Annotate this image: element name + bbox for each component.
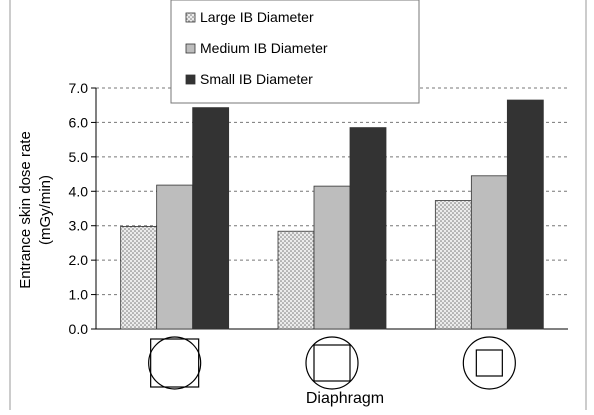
- legend-swatch: [185, 74, 196, 85]
- x-axis-title: Diaphragm: [306, 390, 384, 407]
- y-tick-label: 3.0: [69, 218, 89, 234]
- legend-swatch: [185, 12, 196, 23]
- legend-label: Medium IB Diameter: [200, 40, 328, 56]
- bar: [192, 107, 230, 330]
- bar: [277, 230, 315, 330]
- bar: [313, 185, 351, 330]
- bar: [434, 200, 472, 330]
- y-tick-label: 4.0: [69, 183, 89, 199]
- icons-layer: [148, 336, 516, 390]
- legend-label: Small IB Diameter: [200, 71, 313, 87]
- legend-label: Large IB Diameter: [200, 9, 314, 25]
- legend: Large IB Diameter Medium IB Diameter Small…: [170, 0, 420, 104]
- y-tick-label: 7.0: [69, 80, 89, 96]
- square-in-circle-icon: [305, 336, 359, 390]
- bar: [349, 127, 387, 330]
- y-tick-label: 0.0: [69, 321, 89, 337]
- bar: [120, 226, 158, 330]
- y-axis-title-line1: Entrance skin dose rate: [17, 131, 34, 289]
- bars-layer: [120, 99, 544, 330]
- legend-box: [170, 0, 420, 104]
- y-tick-label: 5.0: [69, 149, 89, 165]
- bar: [156, 184, 194, 330]
- small-square-in-circle-icon: [462, 336, 516, 390]
- legend-swatch: [185, 43, 196, 54]
- y-tick-label: 6.0: [69, 114, 89, 130]
- y-axis-title-line2: (mGy/min): [37, 175, 54, 245]
- y-tick-label: 2.0: [69, 252, 89, 268]
- bar: [470, 175, 508, 330]
- y-tick-label: 1.0: [69, 287, 89, 303]
- bar: [506, 99, 544, 330]
- circle-over-square-icon: [148, 336, 202, 390]
